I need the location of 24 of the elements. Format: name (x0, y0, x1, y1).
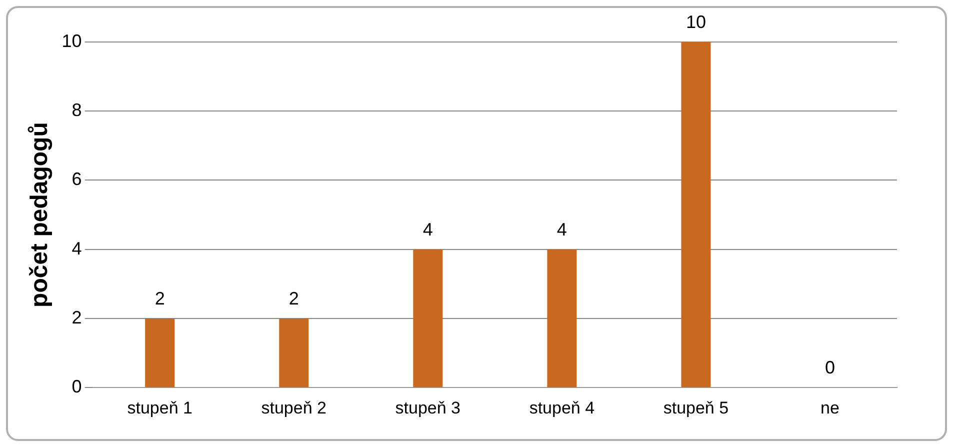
y-tick-label: 6 (72, 169, 82, 190)
data-label: 0 (824, 358, 835, 378)
data-label: 4 (556, 219, 567, 240)
bar (681, 42, 711, 388)
data-label: 4 (422, 219, 433, 240)
x-tick-label: stupeň 5 (663, 398, 729, 418)
y-tick-label: 10 (62, 30, 82, 51)
y-tick-label: 8 (72, 100, 82, 120)
x-tick-label: stupeň 2 (261, 398, 326, 418)
x-tick-label: stupeň 1 (127, 398, 192, 418)
x-tick-label: stupeň 4 (529, 398, 595, 418)
bar (145, 318, 175, 388)
y-tick-label: 0 (72, 376, 82, 397)
x-tick-label: stupeň 3 (395, 398, 461, 418)
y-axis-title: počet pedagogů (26, 122, 54, 308)
data-label: 10 (686, 12, 706, 32)
data-label: 2 (288, 288, 299, 308)
y-tick-label: 4 (72, 238, 82, 258)
bar (413, 249, 443, 388)
bar (547, 249, 577, 388)
data-label: 2 (154, 288, 165, 308)
x-tick-label: ne (820, 398, 840, 418)
bar (279, 318, 309, 388)
y-tick-label: 2 (72, 307, 82, 328)
